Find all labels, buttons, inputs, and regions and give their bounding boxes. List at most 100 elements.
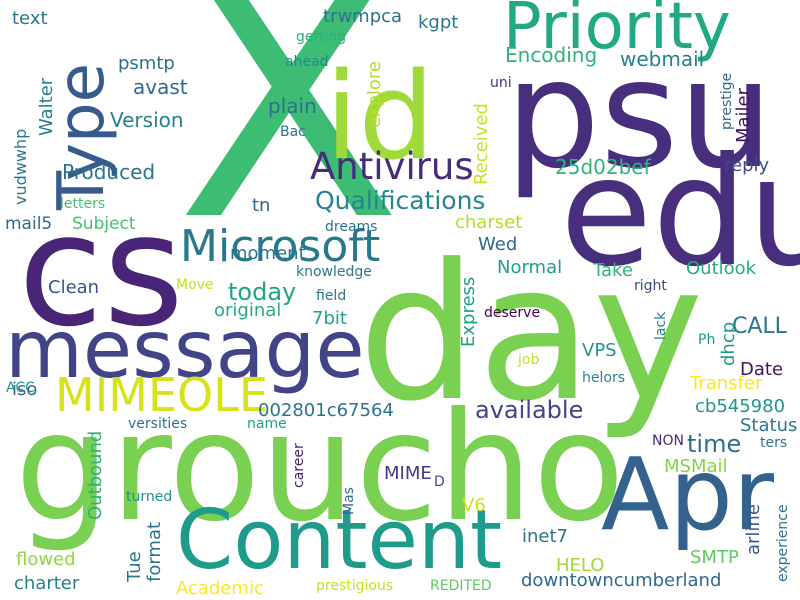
- word: iso: [12, 379, 38, 400]
- word: Apr: [601, 436, 774, 553]
- word: Bac: [280, 124, 306, 140]
- word: turned: [126, 489, 173, 505]
- word: avast: [133, 75, 188, 99]
- word: Microsoft: [180, 221, 381, 272]
- word: helors: [582, 370, 625, 386]
- word: trwmpca: [323, 6, 403, 27]
- word: downtowncumberland: [521, 570, 722, 591]
- word: tn: [252, 195, 271, 216]
- word: uni: [490, 75, 512, 91]
- word: Version: [110, 108, 184, 132]
- word: webmail: [620, 47, 705, 71]
- word: ahead: [285, 54, 329, 70]
- word: CALL: [732, 314, 787, 339]
- word: prestige: [719, 72, 735, 130]
- word: Normal: [497, 257, 563, 278]
- word: HELO: [556, 555, 605, 576]
- word: NON: [652, 433, 684, 449]
- word: prestigious: [316, 578, 394, 594]
- word: versities: [128, 416, 188, 432]
- word: SMTP: [690, 547, 739, 568]
- word: VPS: [582, 340, 617, 361]
- word: Status: [740, 415, 798, 436]
- word: edu: [560, 126, 800, 300]
- word: message: [5, 303, 365, 396]
- word: name: [247, 416, 287, 432]
- word: text: [12, 8, 48, 29]
- word: Transfer: [690, 373, 763, 394]
- word: time: [687, 430, 742, 458]
- word: id: [325, 48, 435, 187]
- word: psu: [505, 28, 774, 202]
- word: cs: [18, 180, 184, 361]
- word: Type: [45, 63, 119, 210]
- word: day: [358, 224, 704, 443]
- word: Take: [593, 260, 633, 281]
- word: Clean: [48, 277, 100, 298]
- word: today: [228, 278, 297, 306]
- word: groucho: [15, 381, 625, 555]
- word: career: [291, 443, 307, 488]
- word: Ph: [698, 332, 716, 348]
- word: inet7: [522, 526, 568, 547]
- word: REDITED: [430, 578, 492, 594]
- word: MSMail: [664, 456, 728, 477]
- word: explore: [364, 61, 385, 128]
- word: 25d02bef: [555, 155, 651, 179]
- word: moment: [230, 243, 306, 264]
- word: original: [214, 300, 282, 321]
- word: mail5: [5, 214, 53, 234]
- word: Qualifications: [315, 186, 486, 215]
- word: psmtp: [118, 53, 175, 74]
- word: Received: [471, 103, 492, 185]
- word: Date: [740, 359, 784, 380]
- word: dhcp: [718, 321, 739, 366]
- word: D: [434, 474, 445, 490]
- word: Content: [176, 493, 503, 588]
- word: flowed: [16, 549, 76, 570]
- word: field: [316, 288, 347, 304]
- word: Walter: [36, 77, 57, 136]
- word: Tue: [124, 551, 145, 582]
- word: cb545980: [695, 396, 786, 417]
- word: format: [144, 521, 165, 582]
- word: kgpt: [418, 12, 459, 33]
- word: 7bit: [312, 308, 347, 329]
- word: Outbound: [85, 430, 106, 520]
- word: Outlook: [686, 258, 757, 279]
- word: Antivirus: [310, 145, 474, 188]
- word: job: [518, 352, 540, 368]
- word: Express: [458, 276, 479, 347]
- word: lack: [653, 311, 669, 340]
- word: vudwwhp: [11, 128, 30, 205]
- word: letters: [60, 196, 106, 212]
- word: ters: [760, 435, 788, 451]
- word: MIMEOLE: [55, 368, 268, 422]
- word: available: [475, 396, 584, 424]
- word: plain: [268, 94, 317, 118]
- word: Mailer: [733, 87, 754, 143]
- word: deserve: [484, 305, 541, 321]
- word: Academic: [176, 578, 264, 599]
- word: dreams: [325, 219, 378, 235]
- word: Priority: [503, 0, 731, 64]
- word: knowledge: [296, 264, 372, 280]
- word: reply: [724, 155, 770, 176]
- word: experience: [775, 504, 791, 582]
- word: charset: [455, 212, 523, 233]
- word: Subject: [72, 214, 136, 234]
- word: arline: [743, 504, 764, 555]
- word: right: [634, 278, 667, 294]
- word: Mas: [341, 487, 357, 515]
- word: charter: [14, 573, 80, 594]
- word: Produced: [62, 160, 156, 184]
- word: ACC: [6, 380, 35, 396]
- word: Wed: [478, 234, 518, 255]
- word: 002801c67564: [258, 400, 394, 421]
- word: MIME: [384, 463, 432, 484]
- word: getting: [296, 29, 347, 45]
- word: X: [176, 0, 403, 293]
- word: V6: [462, 495, 486, 516]
- word: Move: [176, 277, 214, 293]
